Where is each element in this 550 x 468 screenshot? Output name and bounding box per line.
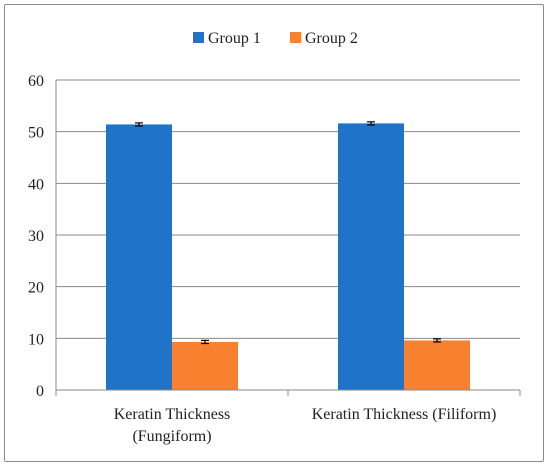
y-tick-label: 60 (28, 73, 44, 90)
bar (404, 340, 470, 390)
bars (106, 121, 470, 391)
bar (106, 124, 172, 390)
legend-label: Group 1 (208, 30, 261, 47)
legend: Group 1 Group 2 (193, 30, 358, 47)
legend-label: Group 2 (305, 30, 358, 47)
x-tick-label: Keratin Thickness (114, 406, 231, 423)
legend-swatch (290, 32, 301, 43)
bar (338, 123, 404, 391)
x-tick-label: (Fungiform) (132, 428, 211, 445)
y-tick-label: 30 (28, 228, 44, 245)
y-tick-label: 10 (28, 331, 44, 348)
x-axis: Keratin Thickness (Fungiform) Keratin Thic… (55, 389, 521, 445)
bar (172, 341, 238, 390)
y-tick-label: 40 (28, 176, 44, 193)
y-tick-label: 0 (36, 383, 44, 400)
y-tick-label: 20 (28, 280, 44, 297)
legend-swatch (193, 32, 204, 43)
y-axis: 0 10 20 30 40 50 60 (28, 73, 57, 400)
y-tick-label: 50 (28, 125, 44, 142)
x-tick-label: Keratin Thickness (Filiform) (312, 406, 497, 423)
